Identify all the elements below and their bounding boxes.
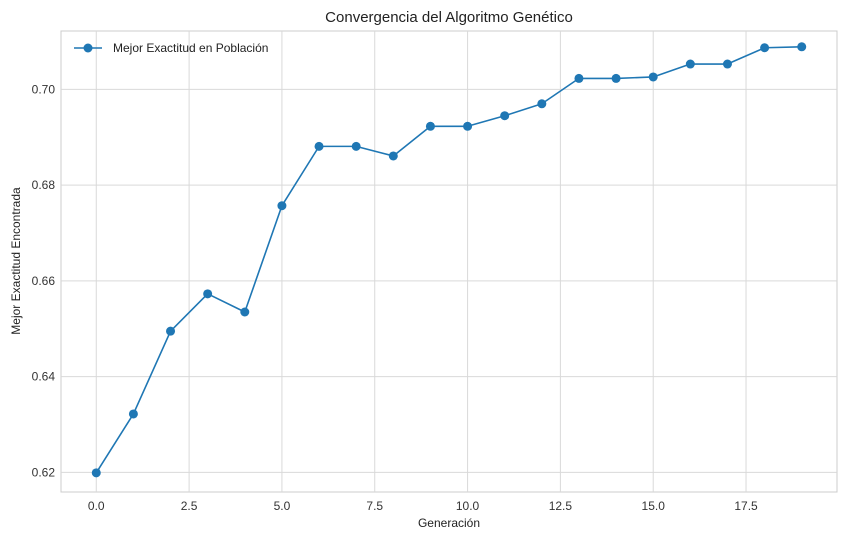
- x-tick-label: 15.0: [642, 499, 666, 513]
- data-point: [91, 468, 101, 478]
- y-axis-label: Mejor Exactitud Encontrada: [9, 187, 23, 335]
- data-point: [277, 201, 287, 211]
- x-axis-ticks: 0.0 2.5 5.0 7.5 10.0 12.5 15.0 17.5: [88, 499, 758, 513]
- y-axis-ticks: 0.62 0.64 0.66 0.68 0.70: [32, 82, 56, 479]
- legend: Mejor Exactitud en Población: [74, 41, 268, 55]
- data-point: [500, 111, 510, 121]
- data-point: [425, 121, 435, 131]
- legend-marker-swatch: [83, 43, 93, 53]
- x-axis-label: Generación: [418, 516, 480, 530]
- x-tick-label: 10.0: [456, 499, 480, 513]
- x-tick-label: 17.5: [734, 499, 758, 513]
- x-tick-label: 5.0: [274, 499, 291, 513]
- data-point: [760, 43, 770, 53]
- gridlines: [61, 31, 837, 492]
- chart-title: Convergencia del Algoritmo Genético: [325, 9, 573, 26]
- data-point: [574, 73, 584, 83]
- y-tick-label: 0.70: [32, 82, 56, 96]
- legend-label: Mejor Exactitud en Población: [113, 41, 268, 55]
- x-tick-label: 2.5: [181, 499, 198, 513]
- series-layer: [91, 42, 807, 478]
- x-tick-label: 7.5: [366, 499, 383, 513]
- y-tick-label: 0.66: [32, 274, 56, 288]
- data-point: [203, 289, 213, 299]
- x-tick-label: 0.0: [88, 499, 105, 513]
- data-point: [611, 73, 621, 83]
- y-tick-label: 0.68: [32, 178, 56, 192]
- data-point: [240, 307, 250, 317]
- data-point: [388, 151, 398, 161]
- x-tick-label: 12.5: [549, 499, 573, 513]
- data-point: [537, 99, 547, 109]
- data-point: [166, 326, 176, 336]
- series-line: [95, 45, 802, 474]
- plot-area: [60, 30, 838, 493]
- data-point: [648, 72, 658, 82]
- data-point: [351, 141, 361, 151]
- data-point: [314, 141, 324, 151]
- data-point: [722, 59, 732, 69]
- y-tick-label: 0.62: [32, 465, 56, 479]
- data-point: [797, 42, 807, 52]
- data-point: [463, 121, 473, 131]
- data-point: [128, 409, 138, 419]
- data-point: [685, 59, 695, 69]
- y-tick-label: 0.64: [32, 370, 56, 384]
